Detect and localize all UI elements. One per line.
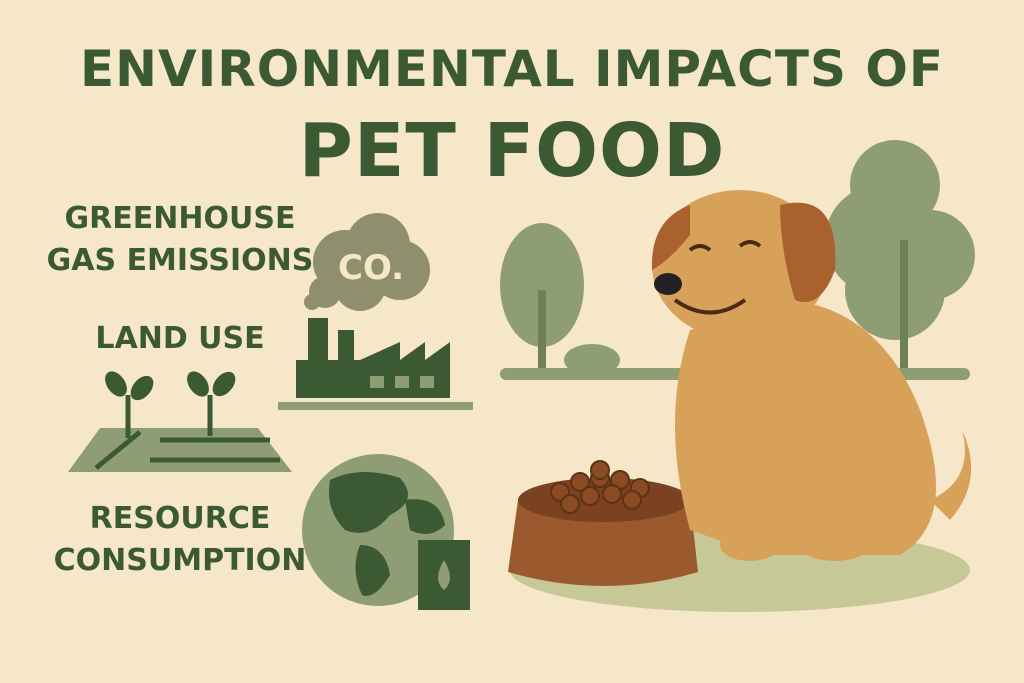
food-bowl-icon [508, 460, 698, 586]
factory-icon [278, 318, 473, 410]
title-line-2: PET FOOD [298, 108, 726, 194]
resource-label: RESOURCE CONSUMPTION [40, 498, 320, 582]
title-line-1: ENVIRONMENTAL IMPACTS OF [79, 40, 945, 98]
greenhouse-label: GREENHOUSE GAS EMISSIONS [40, 198, 320, 282]
resource-label-line1: RESOURCE [89, 501, 271, 536]
dog-icon [651, 190, 972, 561]
farmland-sprouts-icon [68, 371, 292, 472]
smoke-cloud-icon [304, 213, 430, 311]
tree-icon [500, 140, 975, 380]
greenhouse-label-line1: GREENHOUSE [64, 201, 296, 236]
globe-icon [302, 454, 454, 606]
co2-label: CO. [338, 248, 405, 288]
oil-can-icon [418, 540, 470, 610]
land-use-label: LAND USE [95, 321, 265, 356]
greenhouse-label-line2: GAS EMISSIONS [46, 243, 314, 278]
resource-label-line2: CONSUMPTION [53, 543, 307, 578]
